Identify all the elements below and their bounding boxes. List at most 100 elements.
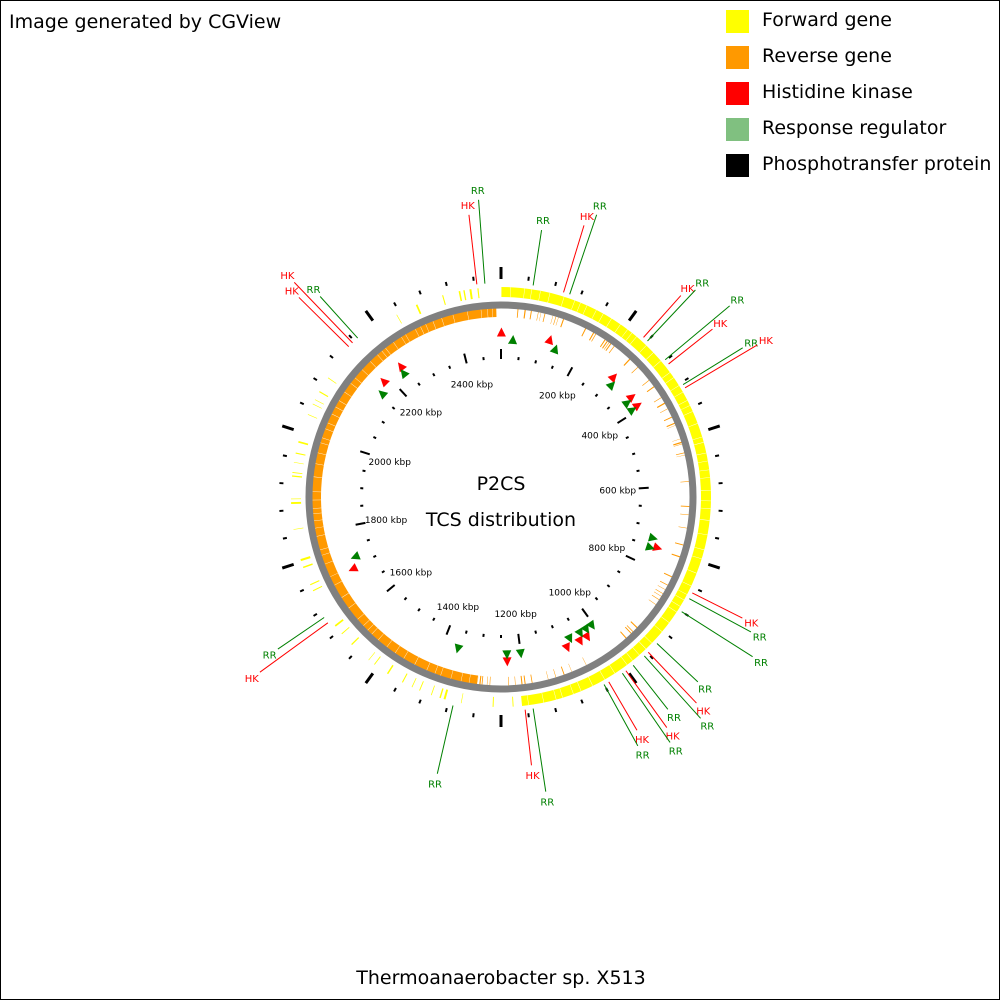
scale-tick <box>417 608 421 612</box>
rr-callout-line <box>682 347 743 386</box>
reverse-gene-gap <box>376 353 384 362</box>
reverse-gene <box>560 666 566 677</box>
forward-gene-gap <box>675 594 685 601</box>
forward-gene-gap <box>654 625 663 632</box>
forward-gene-gap <box>668 606 677 613</box>
scale-tick <box>625 554 636 561</box>
forward-gene <box>351 637 360 646</box>
legend-label-forward-gene: Forward gene <box>762 9 892 31</box>
outer-tick <box>684 377 689 382</box>
hk-marker <box>348 563 359 572</box>
hk-callout-line <box>298 297 350 347</box>
forward-gene-gap <box>696 452 707 456</box>
forward-gene-gap <box>683 411 693 416</box>
rr-callout-line <box>664 305 730 361</box>
forward-gene <box>334 619 344 627</box>
legend-label-reverse-gene: Reverse gene <box>762 45 892 67</box>
reverse-gene-gap <box>362 619 370 627</box>
scale-tick <box>638 486 649 490</box>
reverse-gene <box>655 589 665 595</box>
forward-gene <box>293 527 304 530</box>
forward-gene <box>292 472 303 475</box>
hk-callout-label: HK <box>280 271 295 282</box>
outer-tick <box>668 635 673 640</box>
reverse-gene-gap <box>476 675 479 686</box>
rr-callout-line <box>689 598 752 633</box>
rr-callout-label: RR <box>753 633 767 644</box>
outer-tick <box>714 454 720 458</box>
hk-callout-label: HK <box>696 706 711 717</box>
reverse-gene-gap <box>491 307 493 318</box>
scale-tick <box>636 521 640 525</box>
outer-tick <box>580 290 584 295</box>
forward-gene-gap <box>699 469 710 472</box>
legend-label-phosphotransfer-protein: Phosphotransfer protein <box>762 153 992 175</box>
reverse-gene <box>680 513 691 516</box>
forward-gene <box>463 290 467 301</box>
reverse-gene-gap <box>439 667 444 678</box>
rr-callout-label: RR <box>730 295 744 306</box>
hk-callout-label: HK <box>526 771 541 782</box>
forward-gene-gap <box>692 436 703 440</box>
rr-callout-label: RR <box>471 186 485 197</box>
outer-tick <box>714 536 720 540</box>
reverse-gene <box>516 307 519 318</box>
rr-marker <box>378 390 389 400</box>
rr-marker <box>454 643 464 654</box>
reverse-gene <box>620 631 628 640</box>
scale-tick <box>534 630 538 634</box>
outer-tick <box>697 588 703 593</box>
reverse-gene <box>560 317 565 328</box>
reverse-gene <box>631 366 640 374</box>
forward-gene-gap <box>598 313 604 323</box>
reverse-gene <box>555 315 560 326</box>
reverse-gene-gap <box>377 633 384 642</box>
reverse-gene <box>514 676 516 687</box>
hk-callout-label: HK <box>713 319 728 330</box>
reverse-gene <box>581 326 587 337</box>
scale-tick <box>594 596 599 601</box>
outer-tick <box>472 276 475 281</box>
reverse-gene-gap <box>318 442 329 446</box>
scale-tick <box>381 420 386 424</box>
scale-tick <box>362 469 366 473</box>
forward-gene-gap <box>698 460 708 463</box>
rr-callout-line <box>478 199 486 284</box>
forward-gene <box>469 289 473 300</box>
rr-callout-line <box>436 705 454 774</box>
scale-tick <box>372 436 377 440</box>
forward-gene <box>396 314 402 324</box>
reverse-gene-gap <box>394 645 401 655</box>
rr-marker <box>585 619 595 630</box>
reverse-gene <box>481 676 484 687</box>
outer-tick <box>418 290 422 295</box>
reverse-gene-gap <box>311 507 322 509</box>
forward-gene <box>291 498 302 500</box>
legend-swatch-forward-gene <box>726 10 749 33</box>
forward-gene-gap <box>661 372 671 379</box>
outer-tick <box>554 281 558 287</box>
reverse-gene <box>508 676 510 687</box>
legend-swatch-phosphotransfer-protein <box>726 154 749 177</box>
outer-tick <box>707 562 721 570</box>
reverse-gene <box>582 657 588 667</box>
organism-name: Thermoanaerobacter sp. X513 <box>356 967 646 989</box>
reverse-gene <box>530 674 533 685</box>
forward-gene-gap <box>530 289 532 300</box>
forward-gene-gap <box>606 318 612 328</box>
reverse-gene <box>653 396 663 403</box>
forward-gene-gap <box>571 300 576 310</box>
outer-tick <box>282 536 288 540</box>
reverse-gene <box>536 310 539 321</box>
forward-gene <box>386 664 394 675</box>
hk-callout-label: HK <box>580 212 595 223</box>
scale-label: 1000 kbp <box>549 589 592 599</box>
reverse-gene-gap <box>323 560 333 565</box>
hk-callout-line <box>647 651 697 704</box>
rr-callout-line <box>647 289 696 342</box>
reverse-gene-gap <box>320 552 330 556</box>
outer-tick <box>364 672 375 684</box>
forward-gene-gap <box>626 652 633 661</box>
outer-tick <box>627 310 638 322</box>
